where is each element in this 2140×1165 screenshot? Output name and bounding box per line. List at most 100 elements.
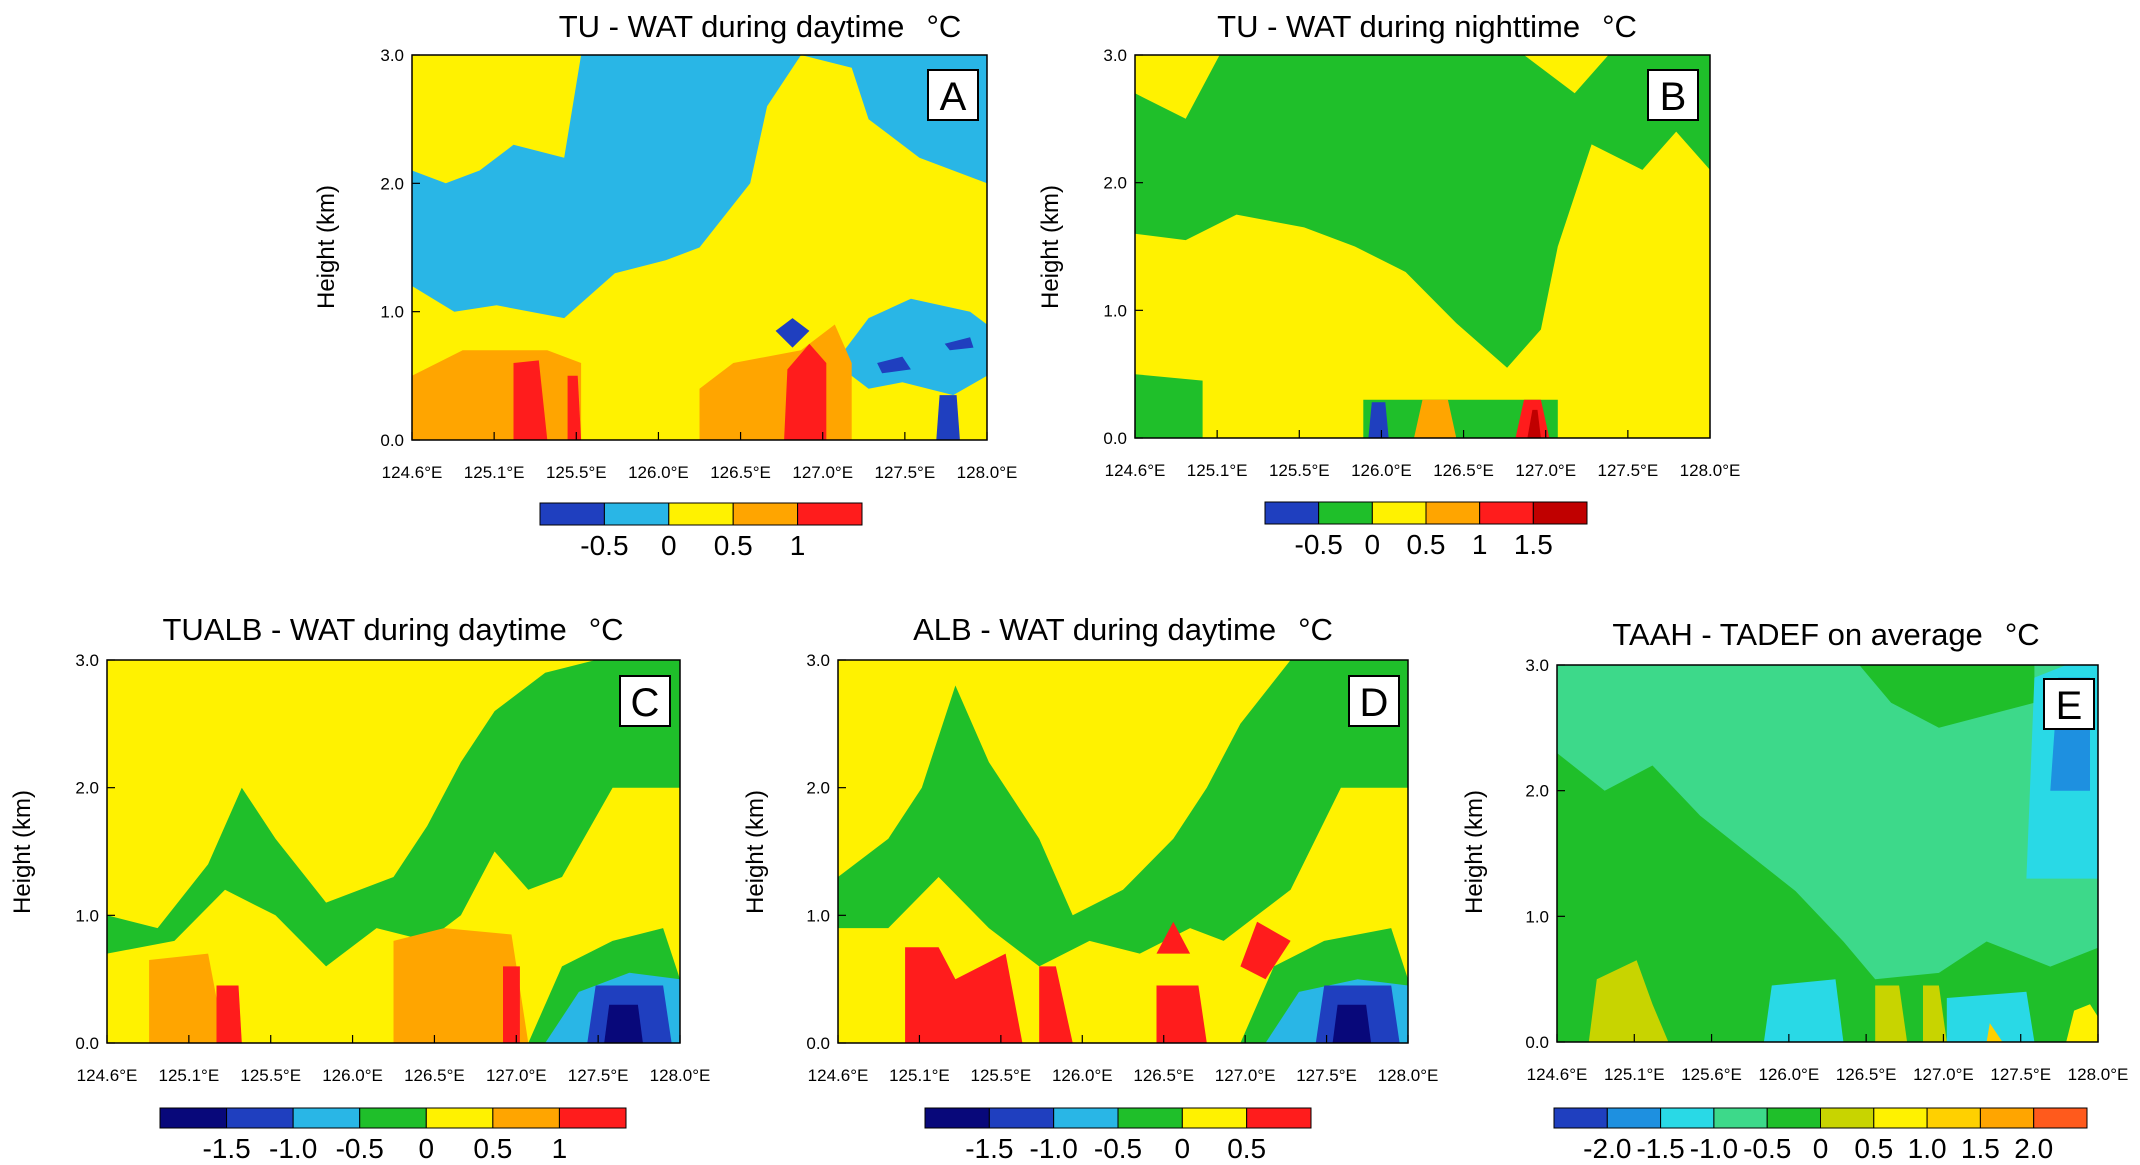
panel-d-colorbar: -1.5 -1.0 -0.5 0 0.5 [924,1107,1312,1164]
panel-d-colorbar-swatch-4 [1181,1107,1248,1129]
panel-b-letter-box: B [1647,69,1699,121]
panel-a-region-1 [412,55,987,319]
panel-e-y-tick-label-1: 1.0 [1525,907,1549,926]
panel-a-region-10 [944,337,974,351]
panel-e-colorbar-swatch-0 [1553,1107,1608,1129]
panel-a-colorbar-label-1: 0 [661,530,677,561]
panel-e-frame [1556,664,2099,1043]
panel-d-x-ticks: 124.6°E 125.1°E 125.5°E 126.0°E 126.5°E 127.0… [808,1035,1438,1085]
panel-b-x-tick-label-3: 126.0°E [1351,461,1412,480]
panel-a-y-ticks: 0.0 1.0 2.0 3.0 [380,46,420,450]
panel-c-x-tick-label-0: 124.6°E [77,1066,138,1085]
panel-c-letter: C [631,681,660,725]
panel-c-colorbar-swatch-4 [425,1107,494,1129]
panel-d-region-8 [1156,985,1207,1043]
panel-d-x-tick-label-2: 125.5°E [971,1066,1032,1085]
panel-a-colorbar-label-2: 0.5 [714,530,753,561]
panel-d-letter: D [1360,681,1389,725]
panel-b-region-5 [1414,399,1457,438]
panel-d-y-tick-label-2: 2.0 [806,779,830,798]
panel-e-colorbar-label-2: -1.0 [1690,1133,1738,1164]
panel-e-colorbar-swatch-2 [1660,1107,1715,1129]
panel-b-colorbar: -0.5 0 0.5 1 1.5 [1264,501,1588,560]
panel-c-x-tick-label-7: 128.0°E [650,1066,711,1085]
panel-e-colorbar-label-7: 1.5 [1961,1133,2000,1164]
panel-b-colorbar-label-2: 0.5 [1407,529,1446,560]
panel-b-ylabel: Height (km) [1037,185,1064,309]
panel-e-contours [1557,665,2098,1042]
panel-b-x-tick-label-2: 125.5°E [1269,461,1330,480]
panel-b-x-tick-label-5: 127.0°E [1515,461,1576,480]
panel-b-region-2 [1135,374,1203,438]
panel-a-letter-box: A [927,69,979,121]
panel-d-colorbar-label-0: -1.5 [965,1133,1013,1164]
panel-c-colorbar-swatch-2 [292,1107,361,1129]
panel-d-x-tick-label-1: 125.1°E [889,1066,950,1085]
panel-c-x-tick-label-5: 127.0°E [486,1066,547,1085]
panel-d-colorbar-label-2: -0.5 [1094,1133,1142,1164]
panel-e-x-ticks: 124.6°E 125.1°E 125.6°E 126.0°E 126.5°E 127.0… [1527,1034,2128,1084]
panel-c-region-5 [604,1004,643,1043]
panel-e-x-tick-label-3: 126.0°E [1759,1065,1820,1084]
panel-a-x-tick-label-7: 128.0°E [957,463,1018,482]
panel-b-colorbar-swatch-3 [1425,501,1481,525]
panel-e-y-tick-label-2: 2.0 [1525,782,1549,801]
panel-c: TUALB - WAT during daytime °C 0.0 1.0 2.0 3.… [9,612,710,1164]
panel-e-colorbar-swatch-4 [1766,1107,1821,1129]
panel-e-colorbar-swatch-9 [2033,1107,2088,1129]
panel-a-y-tick-label-3: 3.0 [380,46,404,65]
panel-b-colorbar-label-4: 1.5 [1514,529,1553,560]
panel-b-y-tick-label-3: 3.0 [1103,46,1127,65]
panel-a-y-tick-label-2: 2.0 [380,174,404,193]
panel-c-ylabel: Height (km) [9,790,36,914]
panel-d-colorbar-swatch-3 [1117,1107,1183,1129]
panel-b-x-tick-label-6: 127.5°E [1598,461,1659,480]
panel-c-x-tick-label-4: 126.5°E [404,1066,465,1085]
panel-a-letter: A [940,75,967,119]
panel-b-y-tick-label-2: 2.0 [1103,174,1127,193]
panel-d-contours [838,660,1408,1043]
panel-b-colorbar-swatch-4 [1479,501,1534,525]
panel-e-x-tick-label-4: 126.5°E [1836,1065,1897,1084]
panel-a-x-tick-label-0: 124.6°E [382,463,443,482]
panel-e-letter-box: E [2043,678,2095,730]
panel-a-region-2 [834,298,987,396]
panel-a-x-tick-label-3: 126.0°E [628,463,689,482]
panel-a-ylabel: Height (km) [313,185,340,309]
panel-b-colorbar-swatch-1 [1318,501,1373,525]
panel-d-colorbar-swatch-2 [1053,1107,1119,1129]
panel-a-colorbar-label-3: 1 [790,530,806,561]
panel-e-x-tick-label-2: 125.6°E [1681,1065,1742,1084]
panel-c-region-7 [393,928,529,1043]
panel-a-x-tick-label-1: 125.1°E [464,463,525,482]
panel-e-letter: E [2056,684,2083,728]
panel-d-region-6 [905,947,1023,1043]
panel-e-x-tick-label-6: 127.5°E [1990,1065,2051,1084]
panel-b-letter: B [1660,75,1687,119]
panel-a: TU - WAT during daytime °C 0.0 1.0 2.0 3.0 1… [313,9,1017,561]
panel-e-region-6 [1588,960,1669,1042]
panel-d-x-tick-label-5: 127.0°E [1215,1066,1276,1085]
panel-a-region-5 [513,360,548,440]
panel-c-colorbar-label-1: -1.0 [269,1133,317,1164]
panel-a-colorbar-swatch-1 [603,502,670,526]
panel-c-x-tick-label-6: 127.5°E [568,1066,629,1085]
panel-c-region-6 [149,953,225,1043]
panel-e-region-1 [1557,665,2098,980]
panel-a-x-tick-label-6: 127.5°E [875,463,936,482]
panel-d-colorbar-swatch-1 [988,1107,1055,1129]
panel-e-colorbar-label-3: -0.5 [1743,1133,1791,1164]
panel-d: ALB - WAT during daytime °C 0.01.02.03.0 … [742,612,1438,1164]
panel-d-y-tick-label-3: 3.0 [806,651,830,670]
panel-e-colorbar: -2.0 -1.5 -1.0 -0.5 0 0.5 1.0 1.5 2.0 [1553,1107,2088,1164]
panel-d-frame [837,659,1409,1044]
panel-d-title: ALB - WAT during daytime °C [913,612,1333,647]
panel-e-colorbar-swatch-6 [1873,1107,1928,1129]
panel-c-contours [107,660,680,1043]
panel-c-colorbar-label-0: -1.5 [202,1133,250,1164]
panel-d-x-tick-label-4: 126.5°E [1133,1066,1194,1085]
panel-d-colorbar-label-1: -1.0 [1030,1133,1078,1164]
panel-e-y-tick-label-3: 3.0 [1525,656,1549,675]
panel-e-region-10 [1986,1023,2003,1042]
